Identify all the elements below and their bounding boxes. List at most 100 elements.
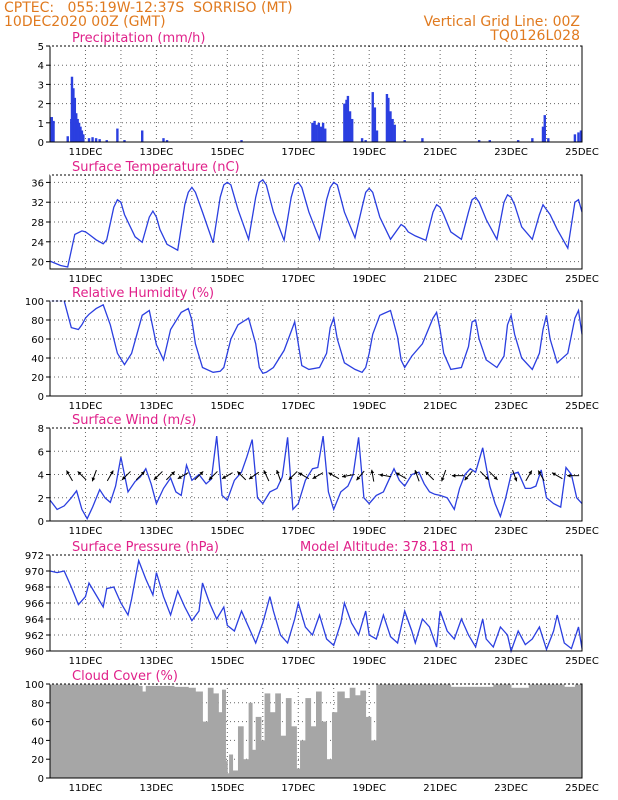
precip-bar [87,138,91,142]
precipitation-ytick-label: 1 [38,119,44,130]
model-altitude-note: Model Altitude: 378.181 m [300,540,473,555]
precip-bar [70,76,74,142]
temperature-xtick-label: 13DEC [140,274,174,285]
wind-arrow-head [66,470,70,475]
wind-ytick-label: 4 [38,471,44,482]
precip-bar [324,128,327,142]
wind-arrow-head [464,476,469,481]
wind-arrow-head [414,470,418,474]
precip-bar [350,118,354,142]
precip-bar [391,118,394,142]
cloud-cover-title: Cloud Cover (%) [72,669,178,684]
precip-bar [375,130,379,142]
wind-arrow-head [493,476,498,480]
pressure-ytick-label: 966 [25,599,44,610]
precip-bar [403,140,406,142]
wind-xtick-label: 23DEC [494,526,528,537]
pressure-ytick-label: 972 [25,551,44,562]
cloud-cover-segment [564,686,576,778]
wind-arrow-head [298,472,303,477]
wind-arrow-head [567,473,571,478]
precip-bar [360,138,364,142]
wind-xtick-label: 19DEC [352,526,386,537]
humidity-frame [49,300,583,397]
precip-bar [371,92,374,142]
pressure-ytick-label: 960 [25,647,44,658]
cloud-cover-xtick-label: 15DEC [210,783,244,794]
pressure-xtick-label: 21DEC [423,656,457,667]
wind-xtick-label: 15DEC [210,526,244,537]
cloud-cover-xtick-label: 17DEC [281,783,315,794]
cloud-cover-segment [174,686,189,778]
humidity-xtick-label: 19DEC [352,401,386,412]
wind-arrow-head [109,470,114,475]
header-date: 10DEC2020 00Z (GMT) [4,14,166,30]
precip-bar [75,113,78,142]
cloud-cover-segment [291,726,297,778]
cloud-cover-segment [264,693,271,778]
cloud-cover-segment [316,691,322,778]
wind-arrow-head [140,471,145,476]
precip-bar [313,120,316,142]
pressure-xtick-label: 11DEC [69,656,103,667]
precip-bar [387,97,390,142]
cloud-cover-segment [269,712,276,778]
wind-arrow-head [153,476,158,480]
cloud-cover-segment [142,691,147,778]
precip-bar [488,140,491,142]
wind-arrow-head [122,476,126,480]
precip-bar [311,122,314,142]
header-grid-note: Vertical Grid Line: 00Z [423,14,580,30]
cloud-cover-segment [574,684,583,778]
cloud-cover-segment [349,687,356,778]
cloud-cover-segment [310,726,317,778]
temperature-xtick-label: 11DEC [69,274,103,285]
precip-bar [50,117,53,142]
humidity-ytick-label: 100 [25,297,44,308]
precip-bar [317,122,321,142]
precipitation-xtick-label: 19DEC [352,147,386,158]
temperature-ytick-label: 36 [31,178,44,189]
cloud-cover-xtick-label: 21DEC [423,783,457,794]
precip-bar [94,138,98,142]
temperature-xtick-label: 17DEC [281,274,315,285]
precip-bar [105,140,108,142]
cloud-cover-segment [138,685,143,778]
precip-bar [82,134,85,142]
pressure-series-line [49,558,583,654]
precipitation-xtick-label: 21DEC [423,147,457,158]
precip-bar [477,140,481,142]
wind-arrow-head [395,472,400,477]
precip-bar [343,103,346,142]
cloud-cover-segment [326,759,333,778]
precip-bar [91,137,94,142]
pressure-xtick-label: 23DEC [494,656,528,667]
precip-bar [79,126,82,142]
temperature-title: Surface Temperature (nC) [72,160,240,175]
precip-bar [543,115,546,142]
cloud-cover-segment [225,761,228,778]
cloud-cover-segment [243,759,250,778]
cloud-cover-ytick-label: 0 [38,774,44,785]
precipitation-xtick-label: 23DEC [494,147,528,158]
precip-bar [116,128,119,142]
cloud-cover-xtick-label: 19DEC [352,783,386,794]
precip-bar [393,124,396,142]
precipitation-ytick-label: 3 [38,80,44,91]
wind-xtick-label: 11DEC [69,526,103,537]
precip-bar [579,130,583,142]
cloud-cover-segment [188,687,196,778]
cloud-cover-segment [195,691,203,778]
wind-series-line [49,435,583,521]
humidity-xtick-label: 17DEC [281,401,315,412]
temperature-xtick-label: 21DEC [423,274,457,285]
cloud-cover-segment [275,693,281,778]
temperature-series-line [49,178,583,268]
cloud-cover-segment [296,768,301,778]
temperature-xtick-label: 15DEC [210,274,244,285]
precipitation-ytick-label: 2 [38,100,44,111]
precipitation-ytick-label: 0 [38,138,44,149]
cloud-cover-segment [213,693,219,778]
cloud-cover-segment [376,684,452,778]
